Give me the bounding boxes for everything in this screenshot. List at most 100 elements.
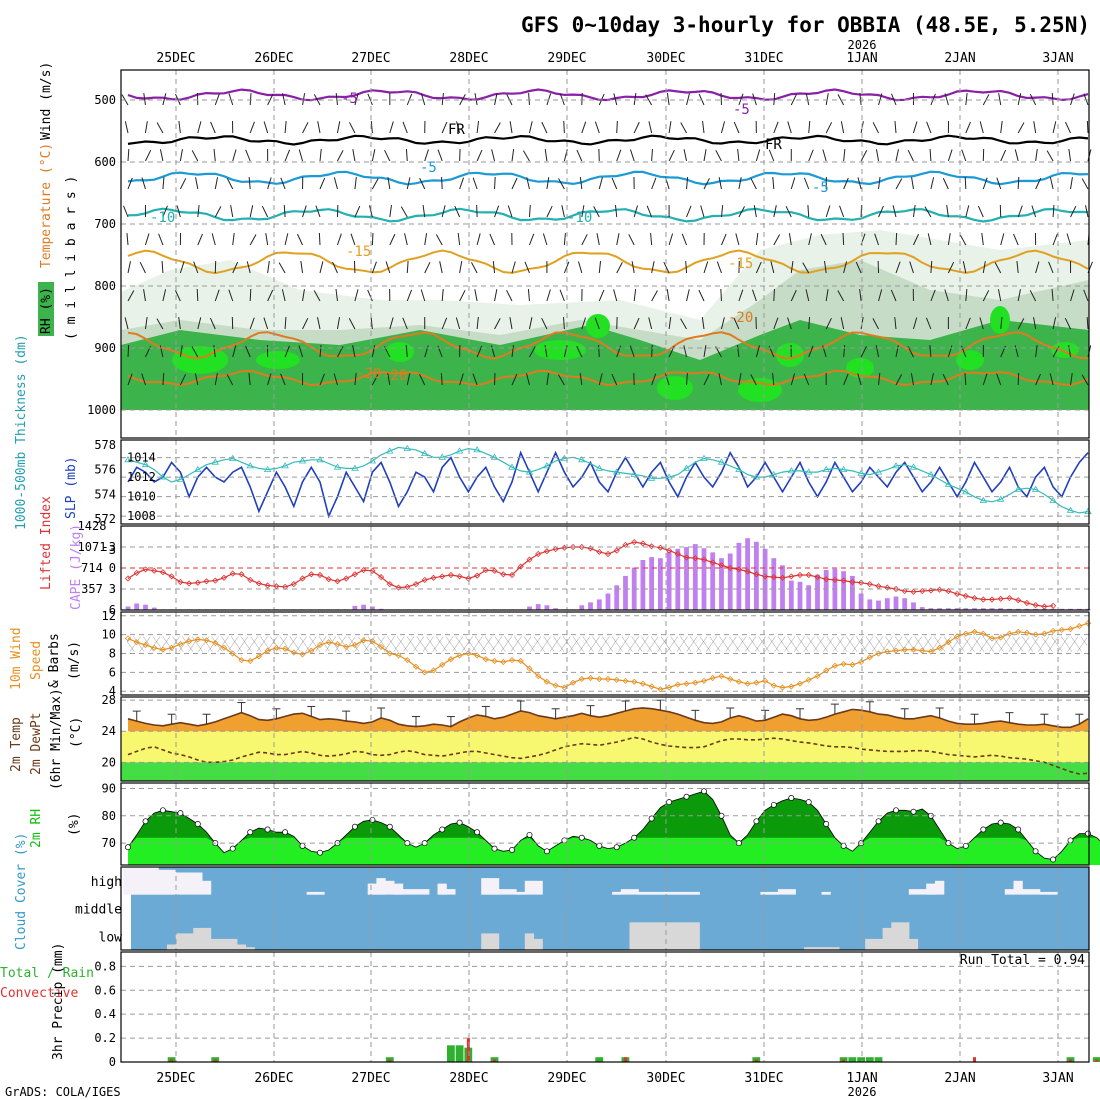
ylabel-cape: CAPE (J/kg) <box>69 524 84 610</box>
li-point <box>474 572 481 579</box>
ylabel-thickness: 1000-500mb Thickness (dm) <box>14 334 29 530</box>
precip-convective-bar <box>1095 1059 1099 1062</box>
wind-barb <box>354 93 359 106</box>
wind-point <box>657 686 664 693</box>
y-tick-thickness: 574 <box>94 487 116 501</box>
wind-barb <box>629 149 635 162</box>
precip-convective-bar <box>1069 1059 1072 1062</box>
wind-barb <box>961 149 967 162</box>
wind-barb <box>872 318 879 330</box>
wind-barb <box>476 121 480 134</box>
rh-point <box>439 826 446 833</box>
wind-point <box>360 637 367 644</box>
cape-bar <box>658 558 663 610</box>
wind-barb <box>459 290 466 302</box>
wind-barb <box>859 93 862 106</box>
cape-bar <box>727 553 733 610</box>
cape-bar <box>754 541 759 610</box>
thickness-point <box>473 446 481 453</box>
li-point <box>369 567 376 574</box>
y-tick-rh: 90 <box>102 781 116 795</box>
wind-barb <box>179 373 187 386</box>
wind-barb <box>214 206 222 218</box>
cloud-bar <box>655 922 665 950</box>
wind-barb <box>703 178 710 190</box>
cloud-bar <box>1039 891 1049 895</box>
wind-barb <box>1017 176 1020 190</box>
wind-barb <box>720 205 724 218</box>
thickness-point <box>316 456 324 463</box>
wind-barb <box>354 289 359 302</box>
li-point <box>456 573 463 580</box>
wind-barb <box>996 177 1002 190</box>
wind-point <box>482 656 489 663</box>
wind-barb <box>527 289 530 302</box>
cloud-bar <box>132 867 142 895</box>
thickness-point <box>403 444 412 452</box>
wind-barb <box>686 289 690 302</box>
date-label-bottom: 1JAN <box>846 1071 877 1086</box>
precip-total-bar <box>874 1057 883 1062</box>
cloud-level-label: low <box>99 930 123 945</box>
li-point <box>831 576 838 583</box>
y-tick-thickness: 572 <box>94 512 116 526</box>
wind-barb <box>459 94 466 106</box>
wind-barb <box>297 233 303 246</box>
temp-band-green <box>121 762 1089 781</box>
cloud-bar <box>908 938 919 950</box>
wind-barb <box>348 318 356 330</box>
cape-bar <box>815 574 820 610</box>
cloud-bar <box>158 869 168 895</box>
date-label-bottom: 25DEC <box>156 1071 195 1086</box>
cloud-bar <box>402 889 412 895</box>
y-tick-slp: 1008 <box>127 509 156 523</box>
wind-barb <box>965 93 968 106</box>
wind-barb <box>459 261 463 274</box>
wind-barb <box>808 316 811 330</box>
wind-barb <box>683 345 688 358</box>
wind-barb <box>1029 290 1037 302</box>
li-point <box>290 581 297 588</box>
wind-point <box>168 644 175 651</box>
wind-barb <box>787 121 792 134</box>
wind-barb <box>808 149 814 162</box>
wind-barb <box>546 205 553 218</box>
wind-barb <box>127 344 130 358</box>
panel-frame <box>120 782 1090 866</box>
cape-bar <box>946 608 951 610</box>
wind-barb <box>284 149 291 162</box>
wind-barb <box>174 289 181 302</box>
thickness-point <box>159 473 167 480</box>
wind-barb <box>472 177 478 190</box>
wind-point <box>727 675 734 683</box>
wind-barb <box>563 233 566 246</box>
wind-barb <box>698 289 705 302</box>
thickness-point <box>351 464 359 471</box>
li-point <box>1041 603 1048 610</box>
wind-barb <box>249 92 252 106</box>
wind-barb <box>579 373 583 386</box>
wind-barb <box>633 205 638 218</box>
wind-barb <box>476 345 483 358</box>
wind-barb <box>668 149 675 162</box>
wind-barb <box>214 177 219 190</box>
wind-point <box>779 684 786 691</box>
date-label-top: 2JAN <box>944 51 975 66</box>
thickness-point <box>595 464 604 471</box>
wind-barb <box>387 177 391 190</box>
wind-barb <box>581 205 585 218</box>
wind-barb <box>476 317 479 330</box>
wind-barb <box>843 261 848 274</box>
wind-barb <box>352 149 356 162</box>
rh-point <box>648 815 655 822</box>
wind-barb <box>261 205 269 218</box>
wind-point <box>203 637 210 644</box>
li-point <box>919 588 926 595</box>
wind-barb <box>494 289 498 302</box>
wind-barb <box>267 289 274 302</box>
precip-total-bar <box>857 1057 865 1062</box>
rh-blob <box>776 343 804 367</box>
wind-barb <box>563 261 570 274</box>
wind-barb <box>176 205 181 218</box>
contour-label: -20 <box>382 368 407 384</box>
